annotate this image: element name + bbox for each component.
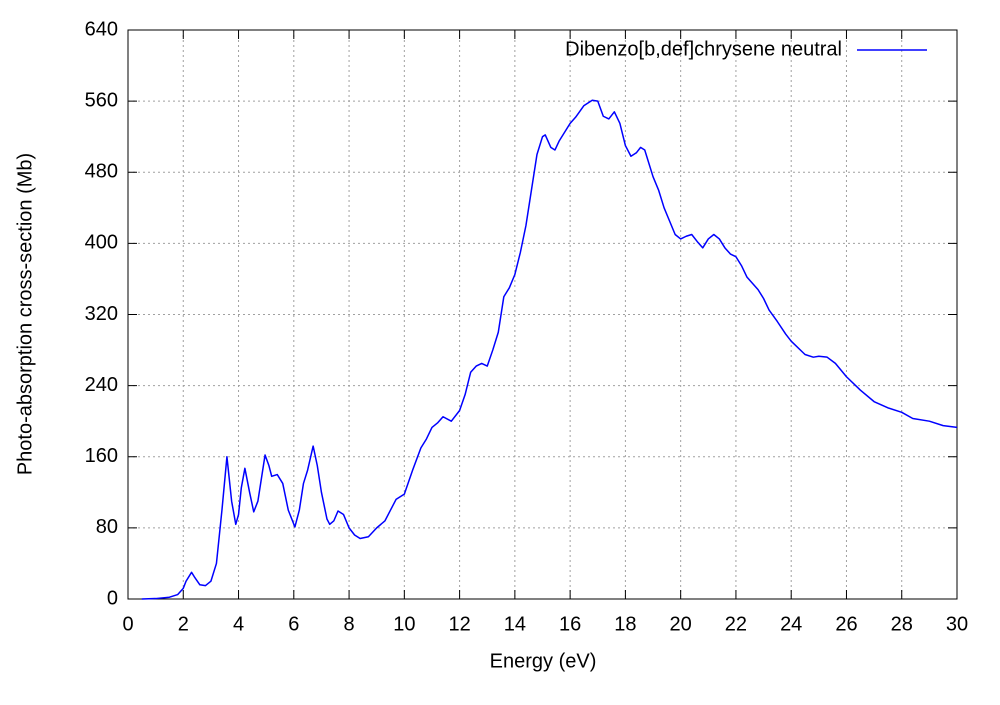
y-tick-label: 240	[85, 374, 118, 396]
x-tick-label: 30	[946, 613, 968, 635]
data-line	[141, 99, 958, 600]
y-tick-label: 480	[85, 161, 118, 183]
x-tick-label: 16	[559, 613, 581, 635]
x-tick-label: 18	[614, 613, 636, 635]
y-tick-label: 400	[85, 232, 118, 254]
x-tick-label: 20	[670, 613, 692, 635]
x-axis-label: Energy (eV)	[490, 650, 597, 672]
x-tick-label: 4	[233, 613, 244, 635]
x-tick-label: 10	[393, 613, 415, 635]
x-tick-label: 22	[725, 613, 747, 635]
x-tick-label: 14	[504, 613, 526, 635]
x-tick-label: 26	[835, 613, 857, 635]
x-tick-label: 0	[122, 613, 133, 635]
y-tick-label: 160	[85, 445, 118, 467]
y-tick-label: 320	[85, 303, 118, 325]
x-tick-label: 12	[448, 613, 470, 635]
y-tick-label: 640	[85, 18, 118, 40]
y-tick-label: 560	[85, 89, 118, 111]
x-tick-label: 24	[780, 613, 802, 635]
x-tick-label: 28	[891, 613, 913, 635]
plot-frame	[127, 29, 958, 600]
x-tick-label: 2	[178, 613, 189, 635]
x-tick-label: 6	[288, 613, 299, 635]
x-tick-label: 8	[344, 613, 355, 635]
y-tick-label: 0	[107, 587, 118, 609]
legend-label: Dibenzo[b,def]chrysene neutral	[565, 38, 842, 60]
y-axis-label: Photo-absorption cross-section (Mb)	[14, 153, 36, 475]
y-tick-label: 80	[96, 516, 118, 538]
